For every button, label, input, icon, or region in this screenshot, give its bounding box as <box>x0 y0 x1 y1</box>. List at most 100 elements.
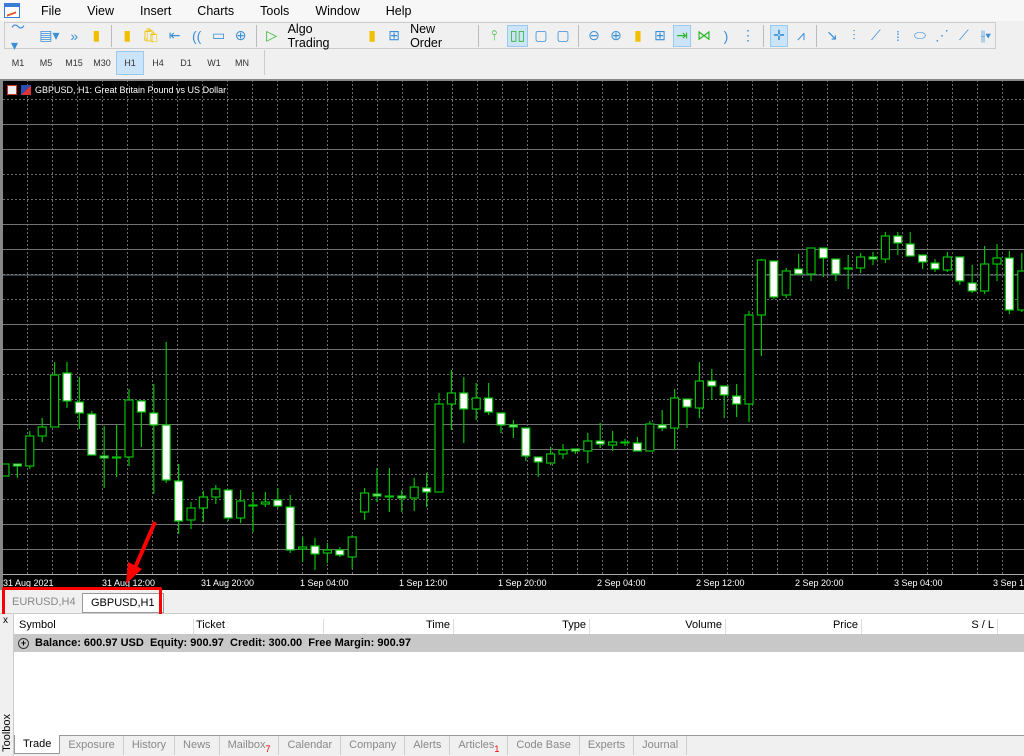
bar-chart-icon[interactable]: ⫯ <box>490 27 498 43</box>
crosshair-icon[interactable]: ✛ <box>769 24 788 47</box>
chart-tab-eurusd-h4[interactable]: EURUSD,H4 <box>12 596 76 608</box>
ellipse-icon[interactable]: ⬭ <box>913 27 926 43</box>
column-type[interactable]: Type <box>454 619 590 635</box>
candle <box>669 389 680 450</box>
candle-body <box>384 495 394 498</box>
depth-icon[interactable]: ⇤ <box>168 27 181 43</box>
tile-windows-icon[interactable]: ⊞ <box>654 27 666 43</box>
timeframe-h4[interactable]: H4 <box>152 57 164 68</box>
toolbox-tab-code-base[interactable]: Code Base <box>508 736 580 755</box>
elliott-icon[interactable]: ⟋ <box>959 27 969 43</box>
market-icon[interactable]: 🛍 <box>142 27 160 43</box>
candle <box>161 342 171 483</box>
vps-icon[interactable]: ⊕ <box>234 27 247 43</box>
objects-icon[interactable]: ⋮ <box>741 27 756 43</box>
candle <box>285 495 295 553</box>
profiles-icon[interactable]: ▮ <box>123 27 132 43</box>
timeframe-d1[interactable]: D1 <box>180 57 192 68</box>
line-chart-icon[interactable]: ▢ <box>534 27 548 43</box>
timeframe-h1[interactable]: H1 <box>116 50 144 75</box>
timeframe-m15[interactable]: M15 <box>65 57 83 68</box>
menu-file[interactable]: File <box>41 3 62 18</box>
column-sl[interactable]: S / L <box>862 619 998 635</box>
candle <box>335 547 345 557</box>
expand-icon[interactable]: + <box>18 637 29 649</box>
broadcast-icon[interactable]: (( <box>191 27 202 44</box>
candle-body <box>521 427 531 457</box>
balance-row[interactable]: + Balance: 600.97 USD Equity: 900.97 Cre… <box>14 634 1024 652</box>
time-tick-label: 31 Aug 20:00 <box>201 578 255 588</box>
candle <box>570 448 581 454</box>
more-tools-icon[interactable]: ⫲▾ <box>980 27 992 43</box>
candle <box>781 268 791 298</box>
toolbox-tab-mailbox[interactable]: Mailbox7 <box>220 736 280 755</box>
toolbox-tab-journal[interactable]: Journal <box>634 736 688 755</box>
indicator-list-icon[interactable]: ) <box>723 27 729 44</box>
chart-tab-gbpusd-h1[interactable]: GBPUSD,H1 <box>82 593 164 613</box>
candlestick-icon[interactable]: ▯▯ <box>507 24 529 47</box>
period-separator-icon[interactable]: ▮ <box>634 27 642 43</box>
new-order-button[interactable]: New Order <box>410 21 443 50</box>
new-order-icon[interactable]: ⊞ <box>388 27 400 43</box>
candle-body <box>12 463 22 467</box>
channel-icon[interactable]: ⁞ <box>896 27 900 44</box>
close-toolbox-button[interactable]: x <box>3 615 8 626</box>
toolbox-tab-company[interactable]: Company <box>341 736 406 755</box>
time-tick-label: 1 Sep 12:00 <box>399 578 448 588</box>
candle-body <box>533 456 543 463</box>
menu-insert[interactable]: Insert <box>140 3 172 18</box>
menu-charts[interactable]: Charts <box>197 3 235 18</box>
candle-body <box>620 441 630 444</box>
candle <box>223 489 233 521</box>
autoscroll-icon[interactable]: ⇥ <box>673 24 692 47</box>
candle-body <box>632 442 643 452</box>
column-ticket[interactable]: Ticket <box>194 619 324 635</box>
timeframe-m30[interactable]: M30 <box>93 57 111 68</box>
toolbox-tab-alerts[interactable]: Alerts <box>405 736 451 755</box>
indicators-icon[interactable]: ▤▾ <box>39 27 60 43</box>
column-volume[interactable]: Volume <box>590 619 726 635</box>
chart-type-line-icon[interactable]: 〜▾ <box>11 19 25 53</box>
menu-window[interactable]: Window <box>315 3 360 18</box>
vertical-line-icon[interactable]: ⫶ <box>852 27 856 43</box>
algo-trading-button[interactable]: Algo Trading <box>287 21 330 50</box>
play-icon[interactable]: ▷ <box>266 27 277 43</box>
template-icon[interactable]: ▮ <box>92 27 101 43</box>
column-time[interactable]: Time <box>324 619 454 635</box>
signal-icon[interactable]: » <box>70 27 79 44</box>
toolbox-tab-calendar[interactable]: Calendar <box>279 736 342 755</box>
template-file-icon[interactable]: ▢ <box>556 27 570 43</box>
trendline-icon[interactable]: ↘ <box>826 27 838 43</box>
timeframe-m1[interactable]: M1 <box>11 57 25 68</box>
menu-view[interactable]: View <box>87 3 115 18</box>
chart-window[interactable]: GBPUSD, H1: Great Britain Pound vs US Do… <box>0 79 1024 590</box>
menu-tools[interactable]: Tools <box>260 3 290 18</box>
toolbox-tab-history[interactable]: History <box>124 736 176 755</box>
fibonacci-fan-icon[interactable]: ⋰ <box>934 27 949 43</box>
timeframe-mn[interactable]: MN <box>235 57 249 68</box>
timeframe-w1[interactable]: W1 <box>207 57 221 68</box>
candle <box>62 362 72 408</box>
data-window-icon[interactable]: ⩘ <box>797 27 805 43</box>
zoom-in-icon[interactable]: ⊕ <box>610 27 622 43</box>
terminal-icon[interactable]: ▭ <box>211 27 226 43</box>
column-price[interactable]: Price <box>726 619 862 635</box>
ray-icon[interactable]: ⟋ <box>871 27 881 43</box>
toolbox-tab-articles[interactable]: Articles1 <box>450 736 509 755</box>
toolbox-tab-news[interactable]: News <box>175 736 220 755</box>
candle-body <box>422 487 432 493</box>
candle-body <box>397 495 407 499</box>
zoom-out-icon[interactable]: ⊖ <box>588 27 600 43</box>
time-tick-label: 31 Aug 2021 <box>3 578 54 588</box>
toolbox-tab-trade[interactable]: Trade <box>14 735 61 754</box>
column-symbol[interactable]: Symbol <box>14 619 194 635</box>
candle <box>174 464 184 534</box>
candle-body <box>285 506 295 551</box>
timeframe-m5[interactable]: M5 <box>39 57 53 68</box>
toolbox-tab-exposure[interactable]: Exposure <box>60 736 124 755</box>
chart-shift-icon[interactable]: ⋈ <box>697 27 712 43</box>
candle-body <box>161 424 171 481</box>
chart-title-text: GBPUSD, H1: Great Britain Pound vs US Do… <box>35 85 227 95</box>
toolbox-tab-experts[interactable]: Experts <box>580 736 635 755</box>
menu-help[interactable]: Help <box>385 3 412 18</box>
